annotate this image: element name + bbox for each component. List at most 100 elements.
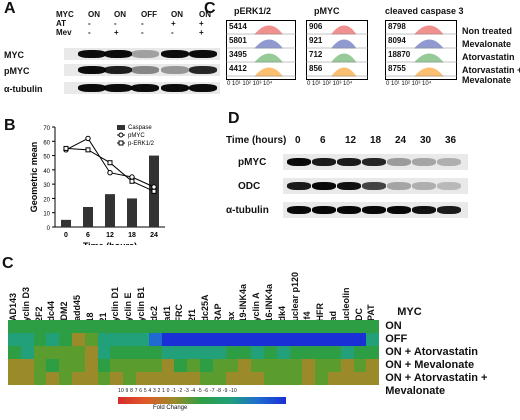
panel-a-band: [104, 50, 132, 58]
heatmap-cell: [123, 320, 137, 334]
heatmap-cell: [84, 359, 98, 373]
panel-a-cond-value: -: [88, 19, 91, 28]
heatmap-cell: [97, 333, 111, 347]
flow-value: 712: [309, 50, 323, 59]
legend-pmyc-marker: [118, 132, 124, 138]
flow-legend-item: Non treated: [462, 26, 513, 36]
heatmap-cell: [225, 346, 239, 360]
heatmap-cell: [46, 333, 60, 347]
flow-xticks: 0 10¹ 10² 10³ 10⁴: [227, 81, 273, 87]
heatmap-row-label: ON + Atorvastatin +: [385, 372, 488, 384]
panel-d-band: [362, 206, 386, 214]
heatmap-cell: [276, 346, 290, 360]
x-axis-label: Time (hours): [83, 241, 137, 245]
heatmap-row-label: ON + Mevalonate: [385, 359, 475, 371]
flow-title: cleaved caspase 3: [385, 6, 464, 16]
heatmap-cell: [161, 333, 175, 347]
flow-title: pMYC: [314, 6, 340, 16]
caspase-bar: [83, 207, 93, 227]
heatmap-cell: [33, 359, 47, 373]
heatmap-cell: [289, 333, 303, 347]
heatmap-cell: [33, 372, 47, 386]
heatmap-cell: [187, 372, 201, 386]
panel-a-cond-value: ON: [114, 10, 126, 19]
panel-a-cond-value: OFF: [141, 10, 157, 19]
heatmap-cell: [136, 372, 150, 386]
heatmap-cell: [161, 346, 175, 360]
fold-change-label: Fold Change: [153, 405, 188, 411]
heatmap-cell: [84, 333, 98, 347]
heatmap-cell: [8, 359, 22, 373]
panel-d-time-label: Time (hours): [226, 135, 287, 146]
heatmap-cell: [264, 372, 278, 386]
x-tick-label: 0: [64, 232, 68, 239]
panel-d-band: [412, 158, 436, 166]
panel-d-band: [337, 158, 361, 166]
panel-c-bottom-letter: C: [2, 255, 14, 272]
heatmap-cell: [8, 333, 22, 347]
heatmap-cell: [148, 333, 162, 347]
panel-a-band: [189, 84, 217, 92]
heatmap-cell: [289, 346, 303, 360]
panel-c-top-letter: C: [204, 0, 216, 17]
heatmap-cell: [353, 346, 367, 360]
panel-d-band: [437, 158, 461, 166]
heatmap-cell: [212, 372, 226, 386]
panel-a-band: [161, 66, 189, 74]
x-tick-label: 18: [128, 232, 136, 239]
heatmap-cell: [8, 320, 22, 334]
panel-a-cond-value: ON: [171, 10, 183, 19]
heatmap-cell: [302, 320, 316, 334]
panel-d-time: 12: [345, 135, 357, 146]
heatmap-cell: [212, 359, 226, 373]
panel-a-cond-value: ON: [88, 10, 100, 19]
panel-a-band: [131, 66, 159, 74]
heatmap-cell: [238, 372, 252, 386]
heatmap-cell: [264, 346, 278, 360]
heatmap-cell: [136, 359, 150, 373]
heatmap-cell: [20, 346, 34, 360]
panel-d-band: [437, 182, 461, 190]
heatmap-cell: [366, 359, 380, 373]
flow-legend-item: Atorvastatin: [462, 52, 515, 62]
heatmap-cell: [276, 372, 290, 386]
panel-d-band: [362, 158, 386, 166]
perk-point: [85, 147, 91, 153]
heatmap-cell: [225, 320, 239, 334]
heatmap-cell: [264, 320, 278, 334]
heatmap-cell: [46, 359, 60, 373]
heatmap-row-label: ON + Atorvastatin: [385, 346, 478, 358]
legend-caspase-swatch: [117, 125, 125, 130]
heatmap-cell: [187, 333, 201, 347]
heatmap-cell: [174, 372, 188, 386]
panel-a-band: [189, 50, 217, 58]
fold-change-scale-bar: [118, 397, 286, 404]
flow-value: 18870: [388, 50, 411, 59]
heatmap-myc-label: MYC: [397, 306, 422, 318]
panel-d-band: [387, 182, 411, 190]
panel-a-cond-value: -: [171, 28, 174, 37]
heatmap-cell: [148, 359, 162, 373]
heatmap-cell: [366, 320, 380, 334]
panel-a-band: [104, 66, 132, 74]
heatmap-cell: [238, 346, 252, 360]
panel-d-band: [437, 206, 461, 214]
heatmap-cell: [161, 359, 175, 373]
heatmap-cell: [110, 346, 124, 360]
panel-d-band: [287, 206, 311, 214]
heatmap-cell: [8, 346, 22, 360]
heatmap-cell: [251, 320, 265, 334]
panel-a-cond-value: ON: [199, 10, 211, 19]
heatmap-cell: [212, 346, 226, 360]
y-tick-label: 60: [43, 140, 50, 146]
heatmap-cell: [315, 372, 329, 386]
panel-d-band: [362, 182, 386, 190]
heatmap-cell: [225, 333, 239, 347]
heatmap-cell: [366, 333, 380, 347]
panel-a-letter: A: [4, 0, 16, 17]
panel-a-band: [161, 50, 189, 58]
heatmap-cell: [148, 346, 162, 360]
flow-value: 8798: [388, 22, 406, 31]
heatmap-cell: [59, 359, 73, 373]
heatmap-cell: [46, 372, 60, 386]
